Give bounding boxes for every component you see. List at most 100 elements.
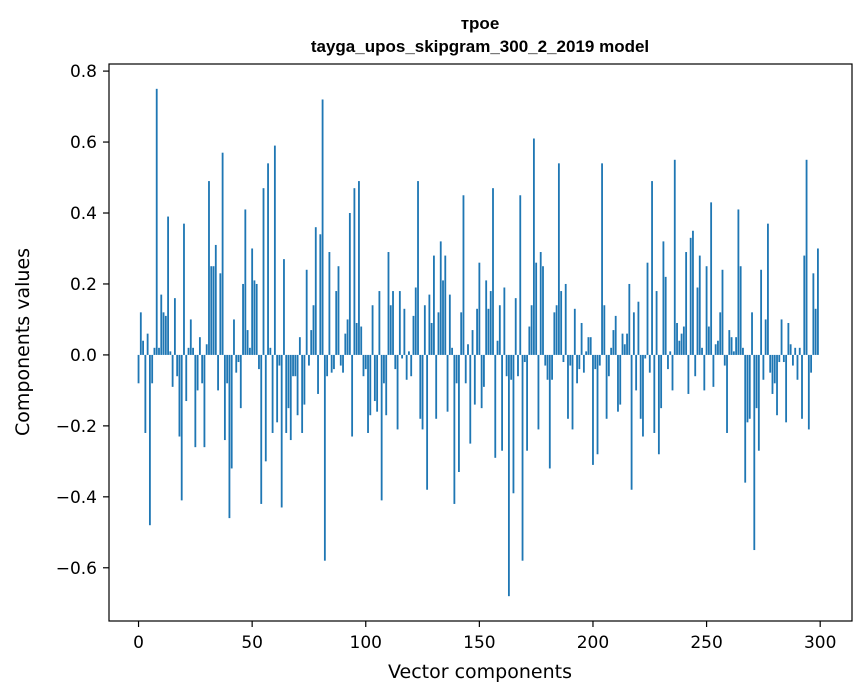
chart-title: трое (461, 14, 500, 33)
bar (137, 354, 140, 384)
bar (401, 354, 404, 359)
bar (630, 354, 633, 490)
bar (353, 188, 356, 355)
bar (769, 354, 772, 373)
bar (462, 195, 465, 355)
bar (610, 347, 613, 355)
bar (492, 188, 494, 355)
bar (726, 354, 728, 433)
bar (308, 354, 310, 366)
bar (523, 354, 526, 363)
bar (460, 312, 463, 355)
bar (619, 354, 622, 405)
bar (778, 354, 781, 363)
bar (237, 354, 240, 363)
bar (348, 213, 351, 355)
bar (473, 354, 476, 405)
bar (803, 255, 806, 355)
bar (662, 241, 665, 355)
bar (364, 354, 367, 370)
bar (196, 354, 199, 391)
bar (639, 354, 642, 419)
bar (680, 333, 683, 355)
bar (812, 273, 815, 355)
bar (587, 337, 590, 355)
bar (285, 354, 288, 433)
bar (430, 322, 433, 355)
bar (158, 347, 160, 355)
bar (428, 294, 431, 355)
bar (323, 354, 326, 561)
bar (796, 354, 799, 380)
bar (264, 354, 267, 462)
bar (371, 305, 374, 355)
bar (396, 354, 399, 430)
bar (771, 354, 774, 394)
bar (446, 354, 449, 412)
bar (412, 315, 415, 355)
bar (148, 354, 151, 526)
bar (317, 354, 319, 394)
x-tick-label: 150 (463, 633, 495, 653)
bar (208, 181, 210, 355)
bar (707, 326, 710, 355)
bar (744, 354, 747, 483)
bar (773, 354, 776, 384)
bar (753, 354, 756, 551)
bar (476, 308, 478, 355)
bar (144, 354, 147, 433)
bar (167, 216, 169, 355)
bar (632, 312, 635, 355)
bar (378, 291, 381, 355)
bar (732, 351, 735, 355)
bar (483, 354, 485, 387)
bar (582, 354, 585, 373)
bar (448, 294, 451, 355)
bar (242, 283, 244, 355)
bar (592, 354, 594, 465)
bar (532, 138, 535, 355)
bar (403, 308, 406, 355)
bar (437, 312, 440, 355)
bar (373, 354, 376, 402)
bar (751, 312, 753, 355)
bar (480, 354, 483, 409)
bar (535, 262, 538, 355)
bar (342, 354, 344, 373)
bar (292, 354, 294, 377)
bar (203, 354, 206, 448)
bar (398, 291, 401, 355)
bar (510, 354, 513, 380)
bar (714, 344, 717, 355)
bar (269, 347, 272, 355)
bar (673, 159, 676, 355)
bar (594, 354, 597, 370)
bar (801, 354, 803, 419)
bar (180, 354, 183, 501)
bar (321, 99, 324, 355)
bar (551, 354, 553, 380)
bar (687, 354, 690, 394)
bar (433, 255, 435, 355)
bar (489, 291, 492, 355)
bar (494, 354, 497, 458)
bar (528, 326, 531, 355)
bar (271, 354, 274, 433)
bar (419, 354, 422, 419)
bar (719, 312, 722, 355)
bar (544, 354, 547, 366)
bar (178, 354, 181, 437)
bar (578, 354, 581, 370)
y-tick-label: 0.8 (70, 62, 97, 82)
bar (273, 145, 276, 355)
bar (548, 354, 551, 469)
bar (319, 234, 322, 355)
bar (294, 354, 297, 377)
y-tick-label: −0.6 (56, 559, 97, 579)
bar (657, 354, 660, 455)
bar (444, 255, 447, 355)
bar (660, 354, 663, 409)
bar (667, 354, 669, 370)
bar (387, 252, 390, 355)
bar (335, 291, 338, 355)
